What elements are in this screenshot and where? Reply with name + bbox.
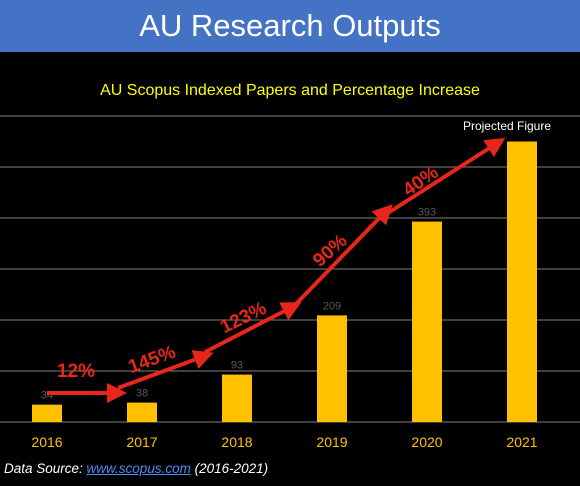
percent-increase-label: 90% bbox=[309, 230, 351, 271]
x-tick-label: 2019 bbox=[316, 434, 347, 450]
data-source: Data Source: www.scopus.com (2016-2021) bbox=[4, 461, 268, 476]
x-tick-label: 2018 bbox=[221, 434, 252, 450]
growth-arrow bbox=[386, 137, 506, 215]
chart-title: AU Scopus Indexed Papers and Percentage … bbox=[100, 82, 480, 99]
x-tick-label: 2020 bbox=[411, 434, 442, 450]
growth-arrow bbox=[291, 204, 393, 309]
percent-increase-label: 40% bbox=[399, 162, 442, 201]
bar bbox=[32, 404, 62, 422]
percent-labels: 12% 145%123%90%40% bbox=[57, 162, 443, 382]
percent-increase-label: 12% bbox=[57, 361, 95, 382]
bar bbox=[412, 221, 442, 422]
x-axis-labels: 2016 2017 2018 2019 2020 2021 bbox=[31, 434, 537, 450]
data-source-prefix: Data Source: bbox=[4, 461, 87, 476]
percent-increase-label: 145% bbox=[126, 342, 179, 378]
bars bbox=[32, 141, 537, 422]
growth-arrow bbox=[204, 302, 302, 354]
title-banner: AU Research Outputs bbox=[0, 0, 580, 52]
growth-arrows bbox=[47, 137, 506, 403]
projected-annotation: Projected Figure bbox=[463, 119, 551, 133]
x-tick-label: 2017 bbox=[126, 434, 157, 450]
bar-value-label: 209 bbox=[323, 300, 341, 312]
data-source-link[interactable]: www.scopus.com bbox=[86, 461, 191, 476]
data-source-suffix: (2016-2021) bbox=[190, 461, 269, 476]
bar bbox=[127, 402, 157, 422]
banner-title: AU Research Outputs bbox=[139, 8, 441, 43]
x-tick-label: 2021 bbox=[506, 434, 537, 450]
growth-arrow bbox=[117, 350, 214, 390]
bar bbox=[507, 141, 537, 422]
bar-value-label: 393 bbox=[418, 207, 436, 219]
bar-value-label: 38 bbox=[136, 388, 148, 400]
bar bbox=[317, 315, 347, 422]
chart: AU Scopus Indexed Papers and Percentage … bbox=[0, 82, 580, 450]
x-tick-label: 2016 bbox=[31, 434, 62, 450]
bar-value-label: 93 bbox=[231, 360, 243, 372]
bar bbox=[222, 374, 252, 422]
